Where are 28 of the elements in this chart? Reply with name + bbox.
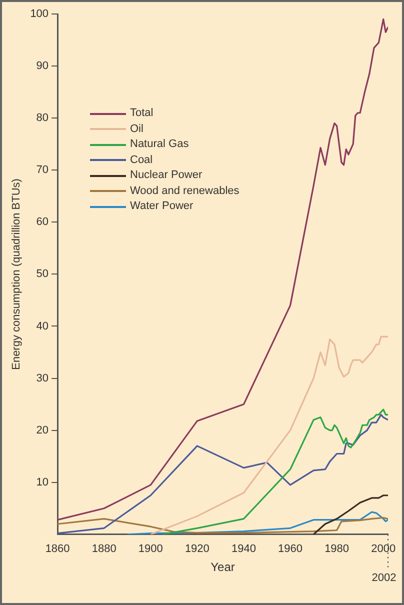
x-tick-label: 1900 (138, 543, 163, 556)
legend-label: Oil (130, 122, 144, 136)
y-tick-label: 60 (36, 216, 49, 228)
y-tick-label: 40 (36, 320, 49, 332)
legend-label: Nuclear Power (130, 168, 202, 183)
y-tick-label: 100 (30, 8, 49, 20)
legend-label: Natural Gas (130, 137, 189, 152)
x-axis-title: Year (210, 560, 235, 574)
x-tick-label: 1960 (278, 543, 303, 556)
y-tick-label: 70 (36, 164, 49, 176)
y-tick-label: 10 (36, 476, 49, 488)
legend-label: Water Power (130, 199, 194, 214)
y-tick-label: 20 (36, 424, 49, 436)
legend-label: Total (130, 106, 154, 121)
y-axis-title: Energy consumption (quadrillion BTUs) (10, 178, 23, 370)
y-tick-label: 90 (36, 60, 49, 72)
x-tick-label: 2000 (371, 543, 396, 556)
legend-label: Wood and renewables (130, 184, 240, 198)
x-tick-label: 1860 (45, 543, 70, 556)
legend-label: Coal (130, 152, 153, 168)
y-tick-label: 30 (36, 372, 49, 384)
x-tick-label: 1880 (92, 543, 116, 556)
y-tick-label: 80 (36, 112, 49, 124)
text: 2002 (372, 572, 396, 584)
x-tick-label: 1920 (184, 543, 210, 556)
x-tick-label: 1940 (231, 543, 256, 556)
y-tick-label: 50 (36, 268, 49, 280)
x-tick-label: 1980 (324, 543, 350, 556)
